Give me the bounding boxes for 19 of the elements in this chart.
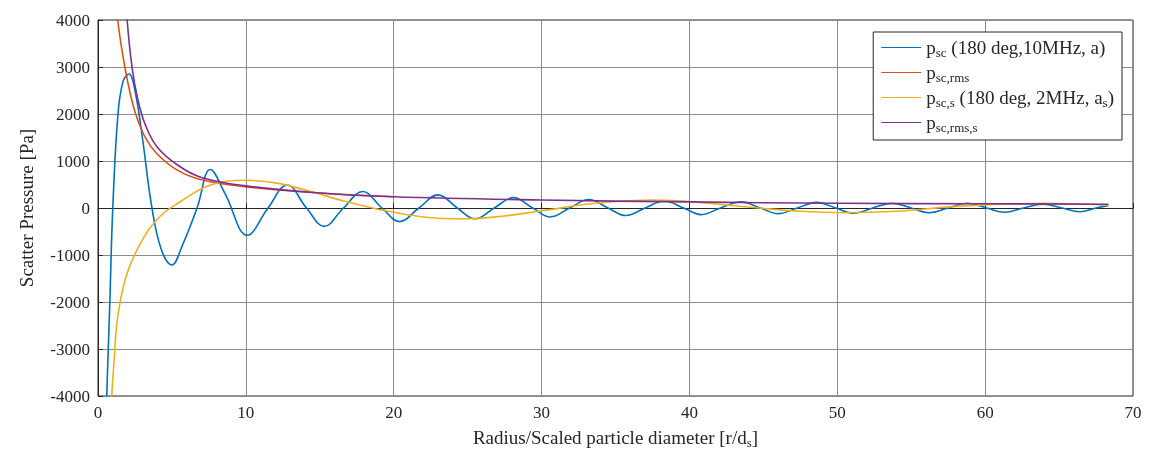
x-tick-label: 50 [828, 403, 846, 422]
y-tick-label: 3000 [56, 57, 90, 77]
line-series [126, 19, 1109, 206]
x-tick-label: 40 [680, 403, 698, 422]
y-tick-label: -3000 [50, 339, 90, 359]
y-tick-label: -1000 [50, 245, 90, 265]
y-tick-label: -4000 [50, 386, 90, 406]
y-tick-label: 1000 [56, 151, 90, 171]
x-tick-label: 60 [976, 403, 994, 422]
x-tick-label: 70 [1124, 403, 1142, 422]
x-tick-label: 10 [237, 403, 255, 422]
y-axis-title: Scatter Pressure [Pa] [16, 128, 37, 288]
y-tick-label: -2000 [50, 292, 90, 312]
y-tick-label: 0 [81, 198, 90, 218]
x-tick-label: 30 [533, 403, 551, 422]
x-tick-label: 20 [385, 403, 403, 422]
y-tick-label: 4000 [56, 10, 90, 30]
x-tick-label: 0 [93, 403, 103, 422]
y-tick-label: 2000 [56, 104, 90, 124]
